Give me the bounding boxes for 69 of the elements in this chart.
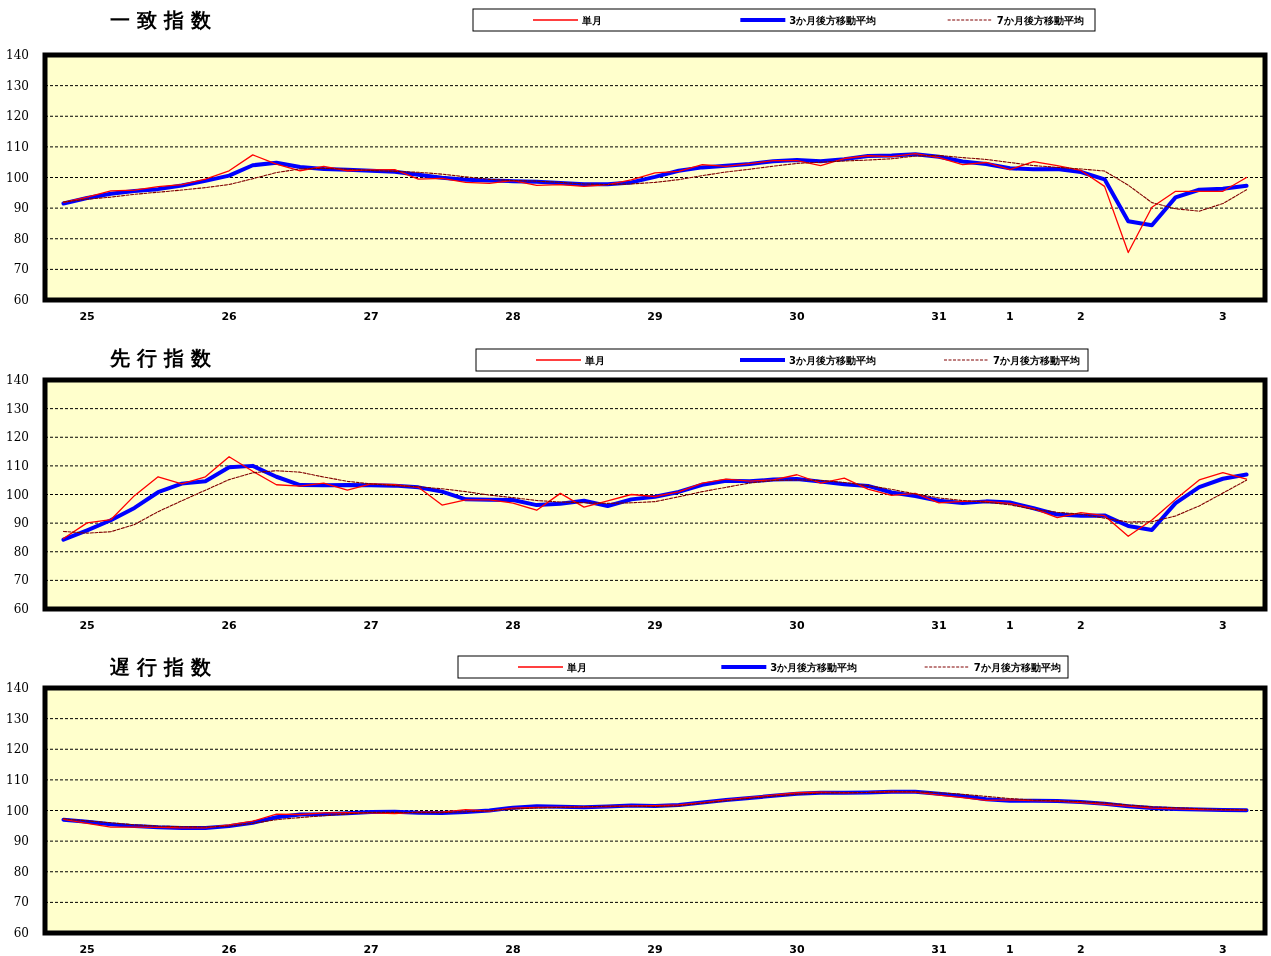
y-tick-label: 130 xyxy=(6,78,29,93)
legend-label: 3か月後方移動平均 xyxy=(789,355,876,366)
x-tick-label: 30 xyxy=(789,310,805,323)
x-tick-label: 1 xyxy=(1006,310,1014,323)
y-tick-label: 100 xyxy=(6,487,29,502)
x-tick-label: 27 xyxy=(363,943,379,956)
y-tick-label: 80 xyxy=(13,544,29,559)
x-tick-label: 27 xyxy=(363,310,379,323)
y-tick-label: 140 xyxy=(6,681,29,695)
x-tick-label: 28 xyxy=(505,619,521,632)
y-tick-label: 140 xyxy=(6,373,29,387)
legend-label: 7か月後方移動平均 xyxy=(973,662,1061,673)
x-tick-label: 2 xyxy=(1077,619,1085,632)
x-tick-label: 3 xyxy=(1219,310,1227,323)
x-tick-label: 25 xyxy=(79,619,95,632)
x-tick-label: 25 xyxy=(79,310,95,323)
x-tick-label: 26 xyxy=(221,943,238,956)
x-tick-label: 31 xyxy=(931,310,947,323)
chart-title: 一 致 指 数 xyxy=(110,8,212,32)
y-tick-label: 60 xyxy=(13,293,29,307)
y-tick-label: 90 xyxy=(13,201,29,216)
y-tick-label: 120 xyxy=(6,430,29,445)
y-tick-label: 110 xyxy=(6,458,29,473)
y-tick-label: 80 xyxy=(13,231,29,246)
y-tick-label: 70 xyxy=(13,262,29,277)
x-tick-label: 28 xyxy=(505,310,521,323)
legend-label: 7か月後方移動平均 xyxy=(993,355,1080,366)
y-tick-label: 60 xyxy=(13,602,29,616)
legend-label: 単月 xyxy=(584,355,605,366)
x-tick-label: 29 xyxy=(647,943,663,956)
y-tick-label: 120 xyxy=(6,109,29,124)
legend-label: 単月 xyxy=(566,662,587,673)
x-tick-label: 28 xyxy=(505,943,521,956)
y-tick-label: 130 xyxy=(6,711,29,726)
y-tick-label: 110 xyxy=(6,772,29,787)
y-tick-label: 80 xyxy=(13,864,29,879)
x-tick-label: 2 xyxy=(1077,943,1085,956)
x-tick-label: 30 xyxy=(789,943,805,956)
x-tick-label: 25 xyxy=(79,943,95,956)
x-tick-label: 3 xyxy=(1219,619,1227,632)
legend-label: 単月 xyxy=(581,15,602,26)
x-tick-label: 26 xyxy=(221,310,238,323)
x-tick-label: 1 xyxy=(1006,619,1014,632)
y-tick-label: 100 xyxy=(6,803,29,818)
y-tick-label: 60 xyxy=(13,926,29,940)
y-tick-label: 100 xyxy=(6,170,29,185)
x-tick-label: 29 xyxy=(647,310,663,323)
x-tick-label: 3 xyxy=(1219,943,1227,956)
x-tick-label: 31 xyxy=(931,943,947,956)
y-tick-label: 130 xyxy=(6,401,29,416)
legend-label: 3か月後方移動平均 xyxy=(770,662,858,673)
x-tick-label: 1 xyxy=(1006,943,1014,956)
x-tick-label: 26 xyxy=(221,619,238,632)
legend-label: 3か月後方移動平均 xyxy=(789,15,877,26)
x-tick-label: 31 xyxy=(931,619,947,632)
x-tick-label: 30 xyxy=(789,619,805,632)
x-tick-label: 2 xyxy=(1077,310,1085,323)
chart-title: 先 行 指 数 xyxy=(109,346,212,370)
chart-title: 遅 行 指 数 xyxy=(109,655,212,679)
y-tick-label: 70 xyxy=(13,895,29,910)
legend-label: 7か月後方移動平均 xyxy=(996,15,1084,26)
y-tick-label: 110 xyxy=(6,139,29,154)
x-tick-label: 29 xyxy=(647,619,663,632)
y-tick-label: 140 xyxy=(6,48,29,62)
y-tick-label: 90 xyxy=(13,516,29,531)
y-tick-label: 90 xyxy=(13,834,29,849)
y-tick-label: 70 xyxy=(13,573,29,588)
x-tick-label: 27 xyxy=(363,619,379,632)
y-tick-label: 120 xyxy=(6,742,29,757)
